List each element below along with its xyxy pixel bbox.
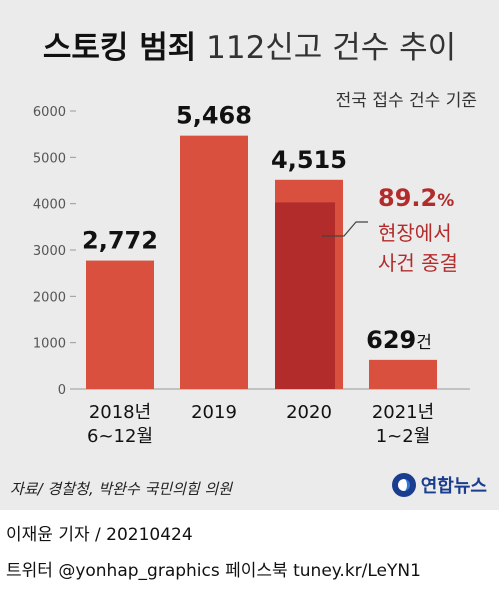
x-tick-label: 6~12월 [87, 426, 153, 447]
annotation-percent-sign: % [437, 191, 454, 211]
x-tick-label: 2018년 [89, 402, 151, 423]
bar [369, 359, 437, 389]
overlay-bar [275, 202, 335, 389]
x-tick-label: 2020 [286, 402, 332, 423]
source-note: 자료/ 경찰청, 박완수 국민의힘 의원 [10, 480, 233, 498]
byline: 이재윤 기자 / 20210424 [6, 525, 193, 545]
bar-chart: 0 1000 2000 3000 4000 5000 6000 2,772 5,468 4,515… [33, 102, 470, 447]
value-label: 4,515 [271, 146, 347, 174]
value-unit: 건 [416, 333, 432, 353]
annotation-percent: 89.2% [378, 184, 454, 212]
yonhap-logo-icon [391, 473, 416, 497]
y-tick-label: 0 [58, 383, 66, 398]
value-label: 2,772 [82, 227, 158, 255]
y-tick-label: 1000 [33, 337, 66, 352]
y-tick-label: 3000 [33, 244, 66, 259]
annotation-leader [322, 221, 368, 237]
x-tick-label: 1~2월 [376, 426, 431, 447]
chart-title: 스토킹 범죄 112신고 건수 추이 [0, 22, 499, 67]
bar [180, 135, 248, 389]
title-light: 112신고 건수 추이 [196, 30, 457, 66]
yonhap-logo-text: 연합뉴스 [420, 476, 487, 497]
chart-panel: 스토킹 범죄 112신고 건수 추이 전국 접수 건수 기준 0 1000 2000… [0, 0, 499, 510]
x-tick-label: 2021년 [372, 402, 434, 423]
value-label: 5,468 [176, 102, 252, 130]
y-tick-label: 5000 [33, 151, 66, 166]
title-bold: 스토킹 범죄 [42, 30, 197, 66]
y-tick-label: 6000 [33, 105, 66, 120]
chart-subtitle: 전국 접수 건수 기준 [335, 91, 477, 111]
social-links: 트위터 @yonhap_graphics 페이스북 tuney.kr/LeYN1 [6, 561, 421, 581]
annotation-line1: 현장에서 [378, 221, 452, 245]
bar [86, 260, 154, 389]
y-tick-label: 2000 [33, 290, 66, 305]
x-tick-label: 2019 [191, 402, 237, 423]
yonhap-logo: 연합뉴스 [391, 472, 487, 498]
value-label: 629건 [366, 326, 432, 354]
y-tick-label: 4000 [33, 198, 66, 213]
annotation-line2: 사건 종결 [378, 251, 458, 275]
